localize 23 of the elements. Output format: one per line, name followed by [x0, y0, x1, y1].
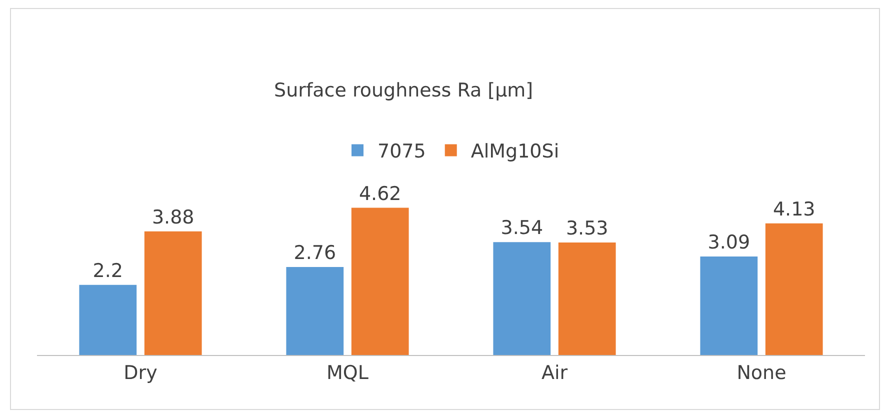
data-label: 4.62: [358, 182, 402, 205]
x-tick-label: None: [736, 362, 786, 384]
data-label: 3.88: [152, 206, 194, 228]
x-tick-label: MQL: [326, 362, 369, 384]
data-label: 2.76: [294, 242, 336, 264]
data-label: 3.53: [566, 217, 608, 240]
bar: [79, 284, 137, 355]
data-label: 3.54: [500, 217, 544, 240]
legend-label: AlMg10Si: [470, 140, 560, 163]
x-tick-label: Dry: [124, 362, 158, 384]
bar: [493, 242, 551, 355]
chart-title: Surface roughness Ra [µm]: [274, 80, 534, 102]
bar: [700, 256, 758, 355]
bar: [765, 223, 823, 355]
data-label: 4.13: [772, 198, 816, 220]
bar: [286, 267, 344, 355]
legend-label: 7075: [378, 140, 426, 163]
x-tick-label: Air: [541, 362, 568, 384]
bar: [144, 231, 202, 355]
bar: [558, 242, 616, 355]
data-label: 3.09: [708, 232, 750, 254]
bar: [351, 208, 409, 355]
data-label: 2.2: [92, 260, 124, 282]
